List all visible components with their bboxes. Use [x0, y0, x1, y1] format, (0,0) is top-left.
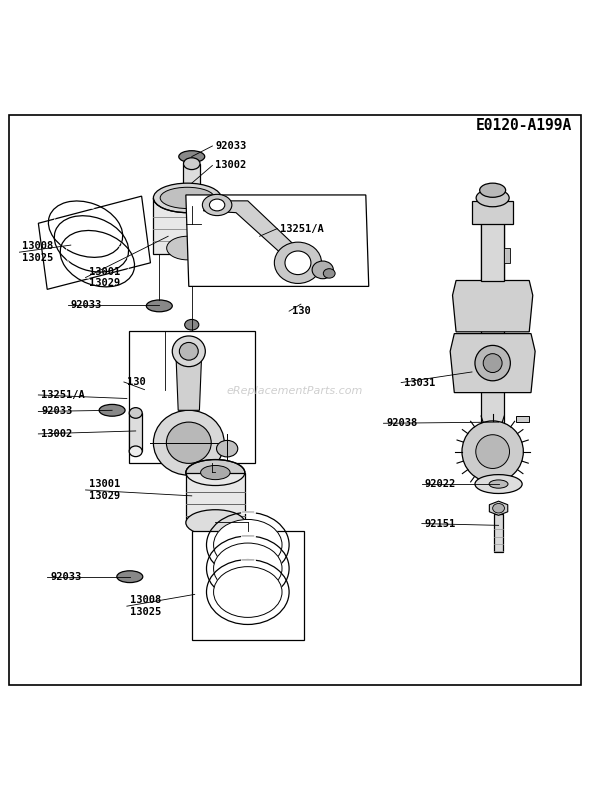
- Bar: [504, 248, 510, 263]
- Ellipse shape: [183, 200, 200, 212]
- Text: 13008
13025: 13008 13025: [130, 595, 161, 617]
- Text: 13251/A: 13251/A: [41, 390, 85, 400]
- Polygon shape: [450, 334, 535, 393]
- Ellipse shape: [166, 236, 208, 260]
- Circle shape: [483, 354, 502, 372]
- Ellipse shape: [179, 151, 205, 163]
- Ellipse shape: [160, 187, 215, 209]
- Ellipse shape: [202, 194, 232, 216]
- Bar: [129, 413, 142, 451]
- Ellipse shape: [214, 543, 282, 594]
- Text: E0120-A199A: E0120-A199A: [476, 118, 572, 133]
- Ellipse shape: [217, 441, 238, 457]
- Ellipse shape: [214, 520, 282, 570]
- Text: 92033: 92033: [215, 141, 247, 151]
- Text: 92033: 92033: [50, 571, 81, 582]
- Text: 13008
13025: 13008 13025: [22, 241, 54, 263]
- Polygon shape: [176, 351, 202, 410]
- Text: 13002: 13002: [41, 429, 73, 439]
- Ellipse shape: [172, 336, 205, 367]
- Text: 130: 130: [292, 306, 311, 316]
- Ellipse shape: [186, 510, 245, 536]
- Text: 92033: 92033: [71, 300, 102, 310]
- Text: 130: 130: [127, 377, 146, 387]
- Bar: [186, 473, 245, 523]
- Ellipse shape: [186, 460, 245, 485]
- Ellipse shape: [476, 189, 509, 206]
- Ellipse shape: [166, 422, 211, 463]
- Polygon shape: [204, 201, 307, 269]
- Ellipse shape: [117, 571, 143, 583]
- Ellipse shape: [179, 343, 198, 360]
- Polygon shape: [186, 195, 369, 286]
- Ellipse shape: [153, 410, 224, 475]
- Text: 13001
13029: 13001 13029: [88, 479, 120, 501]
- Text: eReplacementParts.com: eReplacementParts.com: [227, 386, 363, 396]
- Ellipse shape: [323, 269, 335, 278]
- Ellipse shape: [129, 446, 142, 457]
- Ellipse shape: [201, 465, 230, 480]
- Ellipse shape: [285, 251, 311, 275]
- Ellipse shape: [480, 183, 506, 198]
- Ellipse shape: [185, 320, 199, 330]
- Bar: [472, 201, 513, 225]
- Polygon shape: [192, 532, 304, 641]
- Bar: [481, 189, 504, 484]
- Polygon shape: [489, 501, 508, 516]
- Ellipse shape: [129, 407, 142, 418]
- Text: 92022: 92022: [425, 479, 456, 489]
- Polygon shape: [453, 281, 533, 332]
- Ellipse shape: [475, 474, 522, 493]
- Text: 92038: 92038: [386, 418, 418, 428]
- Bar: [183, 163, 200, 206]
- Text: 13002: 13002: [215, 160, 247, 171]
- Ellipse shape: [312, 261, 333, 279]
- Bar: [494, 513, 503, 552]
- Ellipse shape: [274, 242, 322, 284]
- Text: 92151: 92151: [425, 519, 456, 528]
- Ellipse shape: [489, 480, 508, 489]
- Ellipse shape: [146, 300, 172, 312]
- Polygon shape: [38, 196, 150, 289]
- Ellipse shape: [153, 183, 221, 213]
- Ellipse shape: [209, 199, 225, 211]
- Bar: [516, 415, 529, 422]
- Circle shape: [462, 421, 523, 482]
- Circle shape: [476, 434, 510, 469]
- Ellipse shape: [183, 158, 200, 170]
- Ellipse shape: [214, 567, 282, 618]
- Ellipse shape: [493, 504, 504, 513]
- Text: 13251/A: 13251/A: [280, 224, 324, 234]
- Circle shape: [475, 345, 510, 381]
- Text: 13031: 13031: [404, 378, 435, 387]
- Ellipse shape: [99, 404, 125, 416]
- Text: 13001
13029: 13001 13029: [88, 267, 120, 289]
- Bar: [129, 331, 255, 463]
- Bar: [481, 222, 504, 281]
- Text: 92033: 92033: [41, 406, 73, 417]
- Bar: [153, 198, 221, 254]
